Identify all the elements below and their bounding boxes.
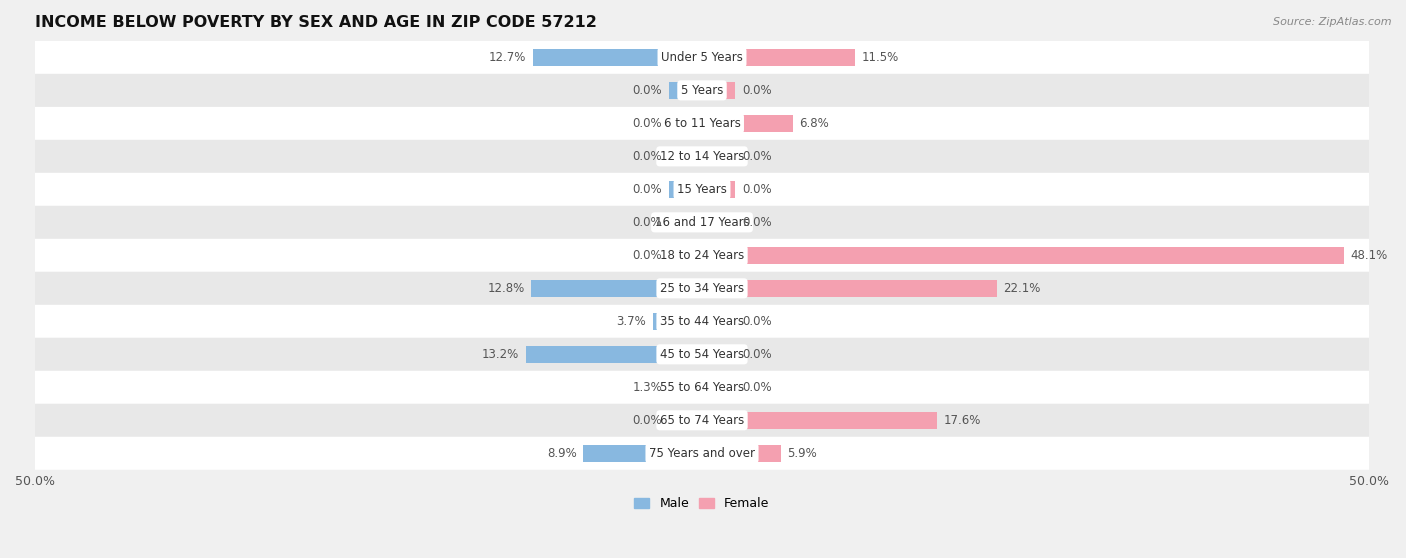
Bar	[533, 49, 702, 66]
FancyBboxPatch shape	[35, 437, 1369, 470]
FancyBboxPatch shape	[35, 305, 1369, 338]
FancyBboxPatch shape	[35, 140, 1369, 173]
FancyBboxPatch shape	[35, 404, 1369, 437]
Text: 18 to 24 Years: 18 to 24 Years	[659, 249, 744, 262]
Text: 5.9%: 5.9%	[787, 447, 817, 460]
Bar	[669, 214, 702, 231]
Bar	[702, 379, 735, 396]
Text: 0.0%: 0.0%	[742, 315, 772, 328]
Text: 12 to 14 Years: 12 to 14 Years	[659, 150, 744, 163]
Bar	[526, 346, 702, 363]
Bar	[583, 445, 702, 462]
Text: Source: ZipAtlas.com: Source: ZipAtlas.com	[1274, 17, 1392, 27]
Bar	[702, 445, 780, 462]
Bar	[669, 148, 702, 165]
Text: 12.7%: 12.7%	[488, 51, 526, 64]
Text: 0.0%: 0.0%	[742, 84, 772, 97]
Bar	[702, 247, 1344, 264]
Text: 6 to 11 Years: 6 to 11 Years	[664, 117, 741, 130]
Bar	[531, 280, 702, 297]
Text: 0.0%: 0.0%	[742, 348, 772, 361]
Bar	[702, 412, 936, 429]
Text: 1.3%: 1.3%	[633, 381, 662, 394]
Text: 0.0%: 0.0%	[633, 414, 662, 427]
Text: 45 to 54 Years: 45 to 54 Years	[659, 348, 744, 361]
Text: 0.0%: 0.0%	[633, 249, 662, 262]
Text: 0.0%: 0.0%	[633, 117, 662, 130]
Text: 0.0%: 0.0%	[742, 381, 772, 394]
Text: 0.0%: 0.0%	[742, 183, 772, 196]
Legend: Male, Female: Male, Female	[630, 492, 775, 515]
FancyBboxPatch shape	[35, 239, 1369, 272]
Text: 16 and 17 Years: 16 and 17 Years	[655, 216, 749, 229]
Text: 3.7%: 3.7%	[616, 315, 645, 328]
Text: 75 Years and over: 75 Years and over	[650, 447, 755, 460]
Text: 6.8%: 6.8%	[800, 117, 830, 130]
Bar	[669, 412, 702, 429]
Text: Under 5 Years: Under 5 Years	[661, 51, 742, 64]
Text: 0.0%: 0.0%	[633, 150, 662, 163]
FancyBboxPatch shape	[35, 272, 1369, 305]
Bar	[702, 312, 735, 330]
Bar	[702, 115, 793, 132]
Bar	[669, 379, 702, 396]
Bar	[702, 49, 855, 66]
Text: 35 to 44 Years: 35 to 44 Years	[659, 315, 744, 328]
FancyBboxPatch shape	[35, 107, 1369, 140]
Bar	[669, 181, 702, 198]
Bar	[702, 82, 735, 99]
Text: 0.0%: 0.0%	[742, 150, 772, 163]
FancyBboxPatch shape	[35, 338, 1369, 371]
Text: 25 to 34 Years: 25 to 34 Years	[659, 282, 744, 295]
Bar	[702, 214, 735, 231]
Text: 65 to 74 Years: 65 to 74 Years	[659, 414, 744, 427]
Text: 55 to 64 Years: 55 to 64 Years	[659, 381, 744, 394]
FancyBboxPatch shape	[35, 173, 1369, 206]
Text: INCOME BELOW POVERTY BY SEX AND AGE IN ZIP CODE 57212: INCOME BELOW POVERTY BY SEX AND AGE IN Z…	[35, 15, 598, 30]
Text: 0.0%: 0.0%	[633, 216, 662, 229]
Text: 17.6%: 17.6%	[943, 414, 981, 427]
Text: 0.0%: 0.0%	[633, 84, 662, 97]
FancyBboxPatch shape	[35, 371, 1369, 404]
Text: 12.8%: 12.8%	[488, 282, 524, 295]
Bar	[669, 247, 702, 264]
Text: 15 Years: 15 Years	[678, 183, 727, 196]
Text: 13.2%: 13.2%	[482, 348, 519, 361]
Text: 22.1%: 22.1%	[1004, 282, 1040, 295]
Bar	[702, 346, 735, 363]
Bar	[669, 115, 702, 132]
Text: 0.0%: 0.0%	[633, 183, 662, 196]
Text: 11.5%: 11.5%	[862, 51, 900, 64]
Bar	[669, 82, 702, 99]
Bar	[702, 280, 997, 297]
Text: 0.0%: 0.0%	[742, 216, 772, 229]
FancyBboxPatch shape	[35, 41, 1369, 74]
Text: 5 Years: 5 Years	[681, 84, 723, 97]
Bar	[702, 148, 735, 165]
FancyBboxPatch shape	[35, 206, 1369, 239]
Text: 8.9%: 8.9%	[547, 447, 576, 460]
Bar	[702, 181, 735, 198]
Bar	[652, 312, 702, 330]
Text: 48.1%: 48.1%	[1350, 249, 1388, 262]
FancyBboxPatch shape	[35, 74, 1369, 107]
